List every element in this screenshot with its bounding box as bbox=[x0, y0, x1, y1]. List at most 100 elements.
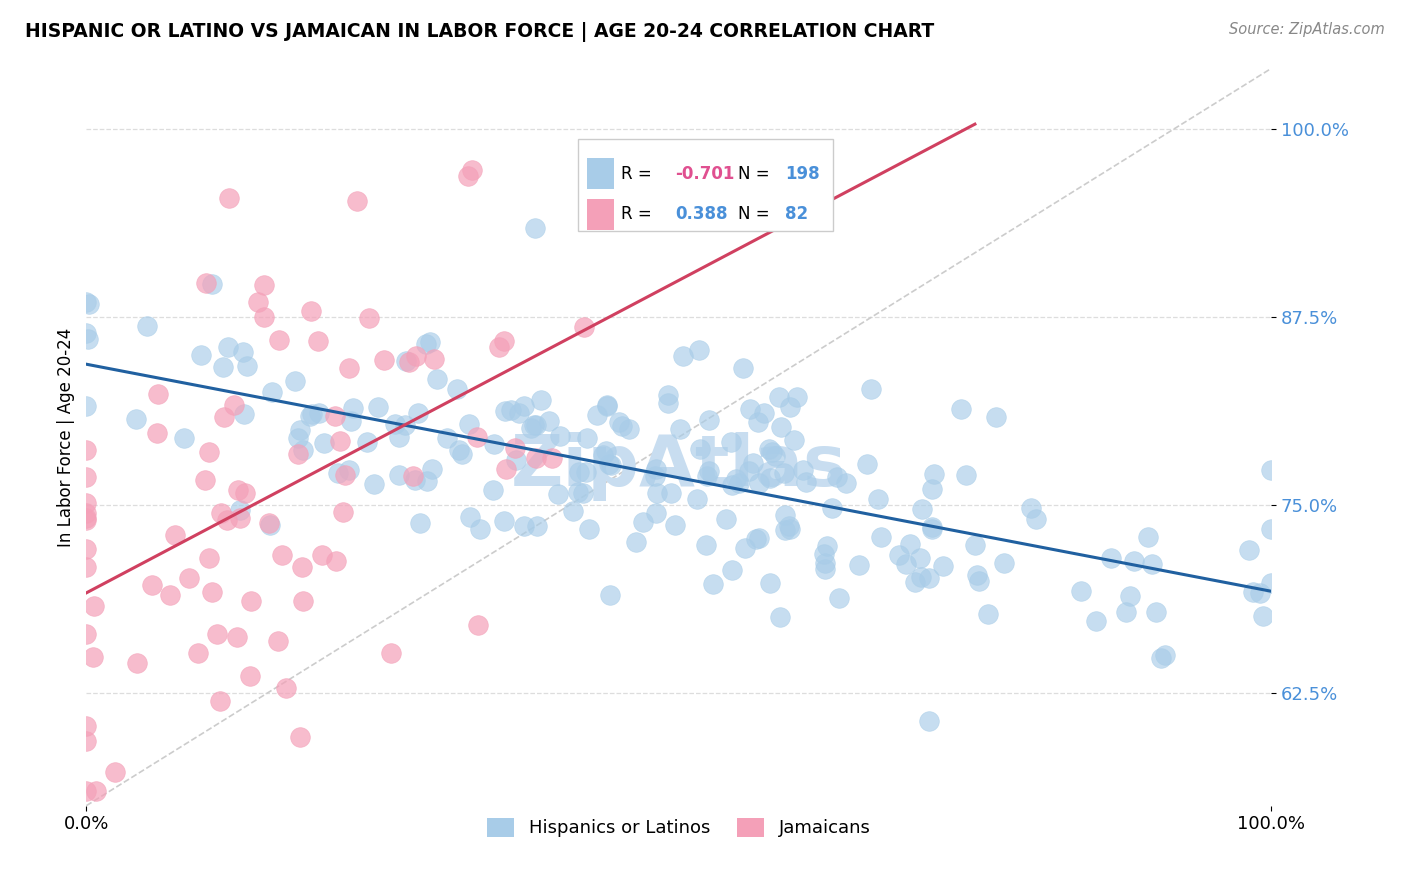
Point bbox=[765, 449, 787, 463]
Point bbox=[232, 345, 254, 359]
Point bbox=[288, 423, 311, 437]
Point bbox=[783, 433, 806, 447]
Point bbox=[141, 578, 163, 592]
Point bbox=[645, 462, 668, 476]
Point bbox=[702, 577, 724, 591]
Point bbox=[921, 482, 943, 496]
Point bbox=[257, 516, 280, 530]
Point bbox=[578, 522, 600, 536]
Point bbox=[387, 430, 409, 444]
Point bbox=[669, 422, 692, 436]
Point bbox=[187, 646, 209, 660]
Point bbox=[233, 485, 256, 500]
Point bbox=[173, 430, 195, 444]
Point bbox=[75, 326, 97, 341]
Point bbox=[314, 436, 336, 450]
Point bbox=[572, 319, 595, 334]
Point bbox=[395, 354, 418, 368]
Point bbox=[610, 418, 633, 433]
Point bbox=[446, 383, 468, 397]
Point bbox=[259, 517, 281, 532]
Point bbox=[745, 532, 768, 546]
Point bbox=[993, 557, 1015, 571]
Point bbox=[568, 465, 591, 479]
Point bbox=[1025, 512, 1047, 526]
Point bbox=[896, 557, 918, 571]
Point bbox=[918, 571, 941, 585]
Point bbox=[848, 558, 870, 572]
Point bbox=[758, 442, 780, 456]
Point bbox=[269, 333, 291, 347]
Point bbox=[503, 442, 526, 456]
Point bbox=[772, 466, 794, 480]
Point bbox=[931, 558, 953, 573]
Point bbox=[664, 517, 686, 532]
Point bbox=[672, 349, 695, 363]
Point bbox=[505, 453, 527, 467]
Point bbox=[595, 398, 617, 412]
Point bbox=[499, 403, 522, 417]
Point bbox=[84, 783, 107, 797]
Point bbox=[79, 297, 101, 311]
Point bbox=[198, 445, 221, 459]
Point bbox=[287, 447, 309, 461]
Point bbox=[1249, 586, 1271, 600]
Point bbox=[520, 421, 543, 435]
Point bbox=[232, 407, 254, 421]
Point bbox=[598, 458, 620, 472]
Point bbox=[495, 462, 517, 476]
Point bbox=[253, 310, 276, 325]
Point bbox=[291, 560, 314, 574]
Point bbox=[752, 406, 775, 420]
Point bbox=[217, 340, 239, 354]
Point bbox=[524, 450, 547, 465]
Point bbox=[436, 431, 458, 445]
FancyBboxPatch shape bbox=[578, 138, 832, 231]
Point bbox=[299, 303, 322, 318]
Point bbox=[1144, 605, 1167, 619]
Point bbox=[195, 276, 218, 290]
Point bbox=[494, 334, 516, 348]
Point bbox=[329, 434, 352, 448]
Point bbox=[908, 550, 931, 565]
Point bbox=[75, 719, 97, 733]
Point bbox=[868, 491, 890, 506]
Point bbox=[609, 416, 631, 430]
Point bbox=[124, 411, 146, 425]
Point bbox=[686, 491, 709, 506]
Point bbox=[409, 516, 432, 531]
Point bbox=[815, 539, 838, 553]
Point bbox=[218, 191, 240, 205]
Point bbox=[495, 404, 517, 418]
Point bbox=[104, 764, 127, 779]
Point bbox=[918, 714, 941, 728]
Point bbox=[921, 522, 943, 536]
Point bbox=[190, 349, 212, 363]
Point bbox=[1260, 463, 1282, 477]
Point bbox=[159, 589, 181, 603]
Point bbox=[458, 510, 481, 524]
Point bbox=[738, 464, 761, 478]
Point bbox=[201, 277, 224, 291]
Point bbox=[1136, 531, 1159, 545]
Point bbox=[75, 399, 97, 413]
Point bbox=[870, 530, 893, 544]
Point bbox=[325, 554, 347, 568]
Point bbox=[394, 417, 416, 432]
Point bbox=[83, 599, 105, 613]
Point bbox=[419, 334, 441, 349]
Point bbox=[1085, 615, 1108, 629]
Point bbox=[967, 574, 990, 588]
Point bbox=[922, 467, 945, 481]
Point bbox=[759, 575, 782, 590]
Point bbox=[288, 730, 311, 744]
Point bbox=[239, 668, 262, 682]
Point bbox=[898, 537, 921, 551]
Point bbox=[194, 473, 217, 487]
Point bbox=[447, 443, 470, 458]
Point bbox=[747, 415, 769, 429]
Point bbox=[523, 417, 546, 432]
Point bbox=[342, 401, 364, 416]
Point bbox=[222, 397, 245, 411]
Point bbox=[1150, 650, 1173, 665]
